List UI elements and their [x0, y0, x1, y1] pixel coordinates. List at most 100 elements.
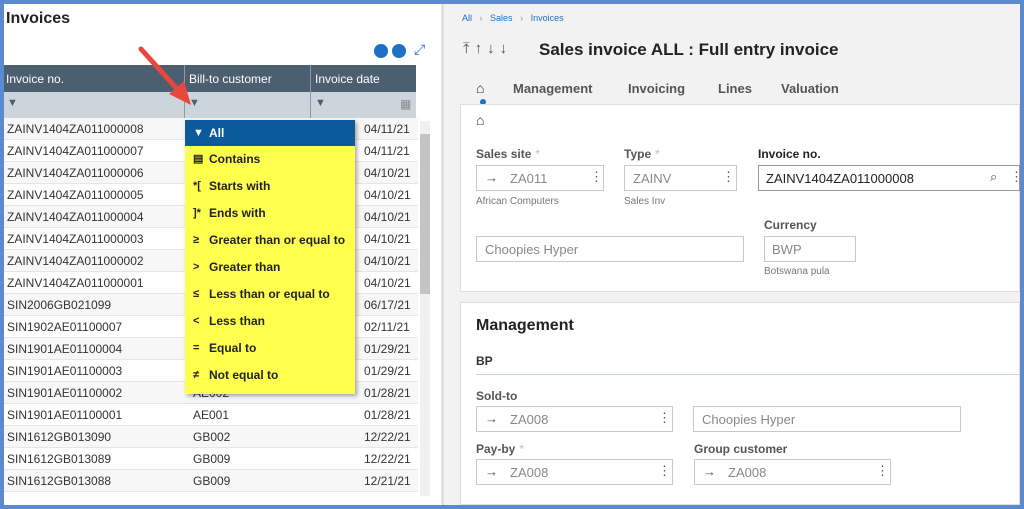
cell-date: 01/28/21	[364, 408, 411, 422]
column-header[interactable]: Invoice date	[315, 72, 380, 86]
prev-button[interactable]	[374, 44, 388, 58]
cell-invoice: SIN1901AE01100003	[7, 364, 123, 378]
table-row[interactable]	[4, 448, 418, 470]
cell-invoice: ZAINV1404ZA011000002	[7, 254, 144, 268]
subsection-title: BP	[476, 354, 493, 368]
table-row[interactable]	[4, 470, 418, 492]
tab[interactable]: Lines	[718, 81, 752, 96]
cell-invoice: SIN1901AE01100001	[7, 408, 123, 422]
cell-invoice: ZAINV1404ZA011000003	[7, 232, 144, 246]
table-row[interactable]	[4, 426, 418, 448]
menu-item[interactable]: Not equal to ≠	[185, 362, 355, 388]
menu-item[interactable]: Starts with *[	[185, 173, 355, 199]
cell-invoice: SIN1612GB013090	[7, 430, 112, 444]
search-icon[interactable]: ⌕	[990, 169, 998, 184]
next-button[interactable]	[392, 44, 406, 58]
input-field[interactable]	[694, 459, 891, 485]
filter-icon[interactable]: ▼	[7, 97, 18, 109]
page-title: Sales invoice ALL : Full entry invoice	[539, 40, 839, 59]
record-navigation[interactable]: ⤒↑↓↓	[463, 40, 513, 57]
input-field[interactable]	[624, 165, 737, 191]
menu-item[interactable]: All ▼	[185, 120, 355, 146]
tab[interactable]: Invoicing	[628, 81, 686, 96]
input-field[interactable]	[476, 406, 673, 432]
menu-icon: >	[193, 261, 200, 273]
tab[interactable]: Management	[513, 81, 593, 96]
menu-item[interactable]: Less than or equal to ≤	[185, 281, 355, 307]
input-field[interactable]	[764, 236, 856, 262]
tab[interactable]: Valuation	[781, 81, 839, 96]
field-description: Sales Inv	[624, 196, 666, 207]
cell-date: 04/10/21	[364, 188, 411, 202]
menu-icon: ≠	[193, 369, 200, 381]
cell-customer: AE001	[193, 408, 230, 422]
field-label: Currency	[764, 218, 817, 232]
menu-item[interactable]: Equal to =	[185, 335, 355, 361]
cell-date: 04/10/21	[364, 210, 411, 224]
menu-item[interactable]: Contains ▤	[185, 146, 355, 172]
home-icon: ⌂	[476, 112, 485, 128]
cell-invoice: SIN2006GB021099	[7, 298, 112, 312]
cell-invoice: SIN1901AE01100004	[7, 342, 123, 356]
column-header[interactable]: Bill-to customer	[189, 72, 272, 86]
scrollbar[interactable]	[420, 121, 430, 496]
menu-icon[interactable]: ⋮	[876, 463, 889, 478]
calendar-icon[interactable]: ▦	[400, 97, 412, 111]
menu-item[interactable]: Ends with]*	[185, 200, 355, 226]
menu-icon[interactable]: ⋮	[1010, 169, 1023, 184]
link-icon[interactable]: →	[485, 411, 498, 426]
cell-date: 01/29/21	[364, 342, 411, 356]
field-label: Invoice no.	[758, 147, 821, 161]
cell-date: 04/10/21	[364, 276, 411, 290]
input-field[interactable]	[476, 236, 744, 262]
scroll-thumb[interactable]	[420, 134, 430, 294]
menu-icon: ▤	[193, 153, 204, 165]
table-header	[4, 65, 416, 92]
cell-date: 04/11/21	[364, 144, 410, 158]
table-row[interactable]	[4, 404, 418, 426]
breadcrumb-link[interactable]: All	[462, 13, 473, 23]
cell-date: 04/11/21	[364, 122, 410, 136]
menu-icon[interactable]: ⋮	[658, 463, 671, 478]
link-icon[interactable]: →	[703, 464, 716, 479]
cell-invoice: SIN1902AE01100007	[7, 320, 123, 334]
field-label: Sold-to	[476, 389, 518, 403]
cell-invoice: ZAINV1404ZA011000008	[7, 122, 144, 136]
menu-icon[interactable]: ⋮	[590, 169, 603, 184]
link-icon[interactable]: →	[485, 464, 498, 479]
cell-date: 12/21/21	[364, 474, 411, 488]
link-icon[interactable]: →	[485, 170, 498, 185]
cell-invoice: ZAINV1404ZA011000001	[7, 276, 144, 290]
field-value: ZAINV	[633, 171, 672, 186]
menu-icon[interactable]: ⋮	[658, 410, 671, 425]
menu-icon: ≤	[193, 288, 200, 300]
menu-icon: ▼	[193, 127, 204, 139]
input-field[interactable]	[476, 459, 673, 485]
field-value: Choopies Hyper	[485, 242, 579, 257]
home-tab[interactable]: ⌂	[476, 80, 485, 96]
menu-icon[interactable]: ⋮	[722, 169, 735, 184]
tab-indicator	[480, 99, 486, 105]
menu-item[interactable]: Less than <	[185, 308, 355, 334]
column-header[interactable]: Invoice no.	[6, 72, 65, 86]
filter-icon[interactable]: ▼	[189, 97, 200, 109]
input-field[interactable]	[758, 165, 1020, 191]
cell-date: 06/17/21	[364, 298, 411, 312]
filter-icon[interactable]: ▼	[315, 97, 326, 109]
panel-title: Invoices	[6, 10, 71, 27]
input-field[interactable]	[693, 406, 961, 432]
cell-customer: GB002	[193, 430, 231, 444]
menu-item[interactable]: Greater than >	[185, 254, 355, 280]
breadcrumb-link[interactable]: Invoices	[530, 13, 564, 23]
input-field[interactable]	[476, 165, 604, 191]
cell-invoice: ZAINV1404ZA011000005	[7, 188, 144, 202]
field-label: Group customer	[694, 442, 788, 456]
splitter[interactable]	[441, 4, 444, 505]
menu-item[interactable]: Greater than or equal to ≥	[185, 227, 355, 253]
expand-icon[interactable]: ⤢	[414, 41, 426, 57]
breadcrumb-link[interactable]: Sales	[490, 13, 513, 23]
cell-date: 01/29/21	[364, 364, 411, 378]
breadcrumb: All › Sales › Invoices	[462, 13, 564, 23]
field-value: Choopies Hyper	[702, 412, 796, 427]
